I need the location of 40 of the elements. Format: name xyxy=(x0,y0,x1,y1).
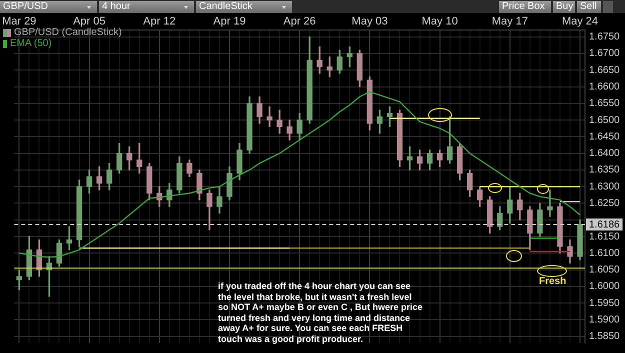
x-tick-label: May 24 xyxy=(562,16,598,28)
y-tick-label: 1.5950 xyxy=(589,298,620,309)
x-tick-label: Apr 05 xyxy=(73,16,106,28)
y-tick-label: 1.5850 xyxy=(589,331,620,342)
text: 4 hour xyxy=(99,0,194,12)
annotation: Fresh xyxy=(539,276,566,287)
annotation: if you traded off the 4 hour chart you can see the level that broke, but it wasn't a fresh level so NOT A+ maybe B or even C , But hwere price turned fresh and very long time and distance away A+ for sure. You can see each FRESH touch was a good profit producer. xyxy=(218,281,423,344)
x-tick-label: Mar 29 xyxy=(2,16,36,28)
y-tick-label: 1.5900 xyxy=(589,314,620,326)
x-tick-label: Apr 19 xyxy=(213,16,246,28)
y-tick-label: 1.6750 xyxy=(589,32,620,43)
y-tick-label: 1.6500 xyxy=(589,114,620,126)
text: GBP/USD xyxy=(0,0,97,12)
candlestick xyxy=(547,190,553,217)
y-tick-label: 1.6450 xyxy=(589,131,620,142)
y-tick-label: 1.6100 xyxy=(589,248,620,259)
x-tick-label: May 03 xyxy=(352,16,388,28)
text: CandleStick xyxy=(196,0,292,12)
legend-label: GBP/USD (CandleStick) xyxy=(13,27,122,38)
y-tick-label: 1.6650 xyxy=(589,64,620,76)
y-tick-label: 1.6550 xyxy=(589,98,620,110)
text: Price Box xyxy=(499,0,551,12)
y-tick-label: 1.6250 xyxy=(589,198,620,209)
y-tick-label: 1.6300 xyxy=(589,181,620,192)
y-tick-label: 1.6350 xyxy=(589,164,620,176)
x-tick-label: Apr 12 xyxy=(143,16,176,28)
y-tick-label: 1.6050 xyxy=(589,264,620,276)
legend-label: EMA (50) xyxy=(9,38,53,49)
x-tick-label: Apr 26 xyxy=(283,16,316,28)
x-tick-label: May 17 xyxy=(492,16,528,28)
y-tick-label: 1.6000 xyxy=(589,281,620,292)
y-tick-label: 1.6400 xyxy=(589,148,620,160)
text: Sell xyxy=(577,0,601,12)
candlestick xyxy=(266,106,272,128)
y-tick-label: 1.6150 xyxy=(589,231,620,242)
y-tick-label: 1.6700 xyxy=(589,48,620,60)
ref-line-label: 1.6186 xyxy=(589,219,620,230)
x-tick-label: May 10 xyxy=(422,16,458,28)
y-tick-label: 1.6600 xyxy=(589,82,620,93)
text: Buy xyxy=(553,0,575,12)
